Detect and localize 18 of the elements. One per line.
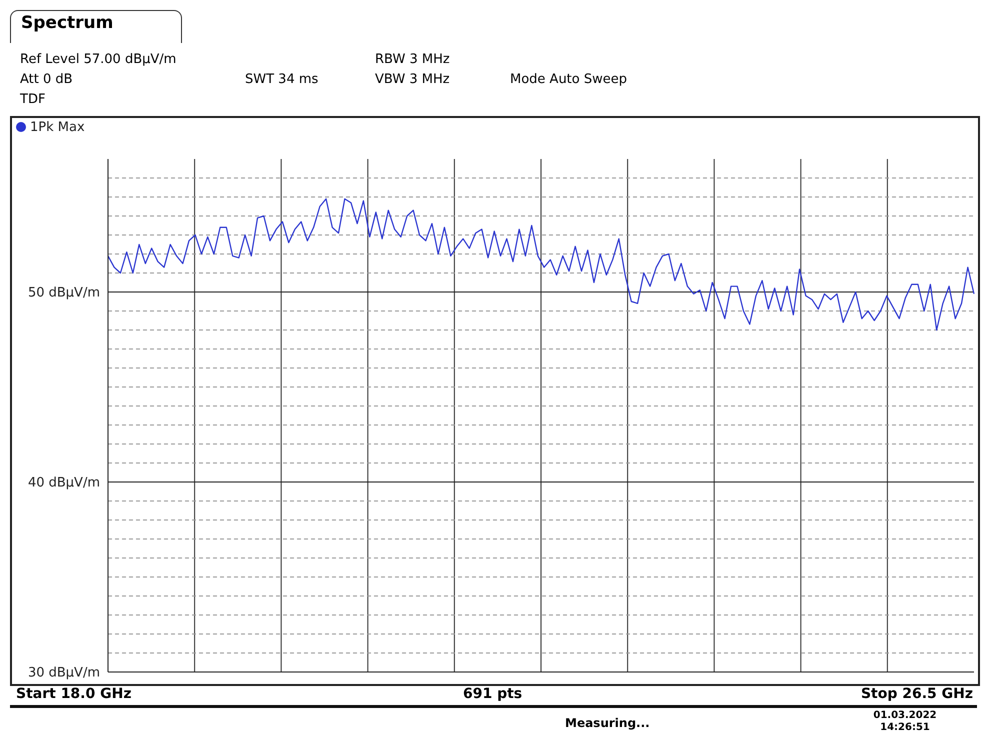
y-tick-label: 50 dBµV/m xyxy=(28,286,100,301)
text: Start 18.0 GHz xyxy=(16,686,132,702)
text: Stop 26.5 GHz xyxy=(860,686,973,702)
chart-title: Spectrum xyxy=(10,10,182,43)
text: 01.03.2022 14:26:51 xyxy=(872,710,938,734)
text: SWT 34 ms xyxy=(245,72,318,87)
text: 691 pts xyxy=(463,686,522,702)
text: RBW 3 MHz xyxy=(375,52,450,67)
text: VBW 3 MHz xyxy=(375,72,450,87)
text: TDF xyxy=(20,92,46,107)
text: Att 0 dB xyxy=(20,72,73,87)
legend-label: 1Pk Max xyxy=(30,120,85,135)
y-tick-label: 40 dBµV/m xyxy=(28,476,100,491)
text: Measuring... xyxy=(565,716,650,730)
text: Ref Level 57.00 dBµV/m xyxy=(20,52,176,67)
line-series xyxy=(107,198,975,331)
text: Mode Auto Sweep xyxy=(510,72,627,87)
y-tick-label: 30 dBµV/m xyxy=(28,666,100,681)
